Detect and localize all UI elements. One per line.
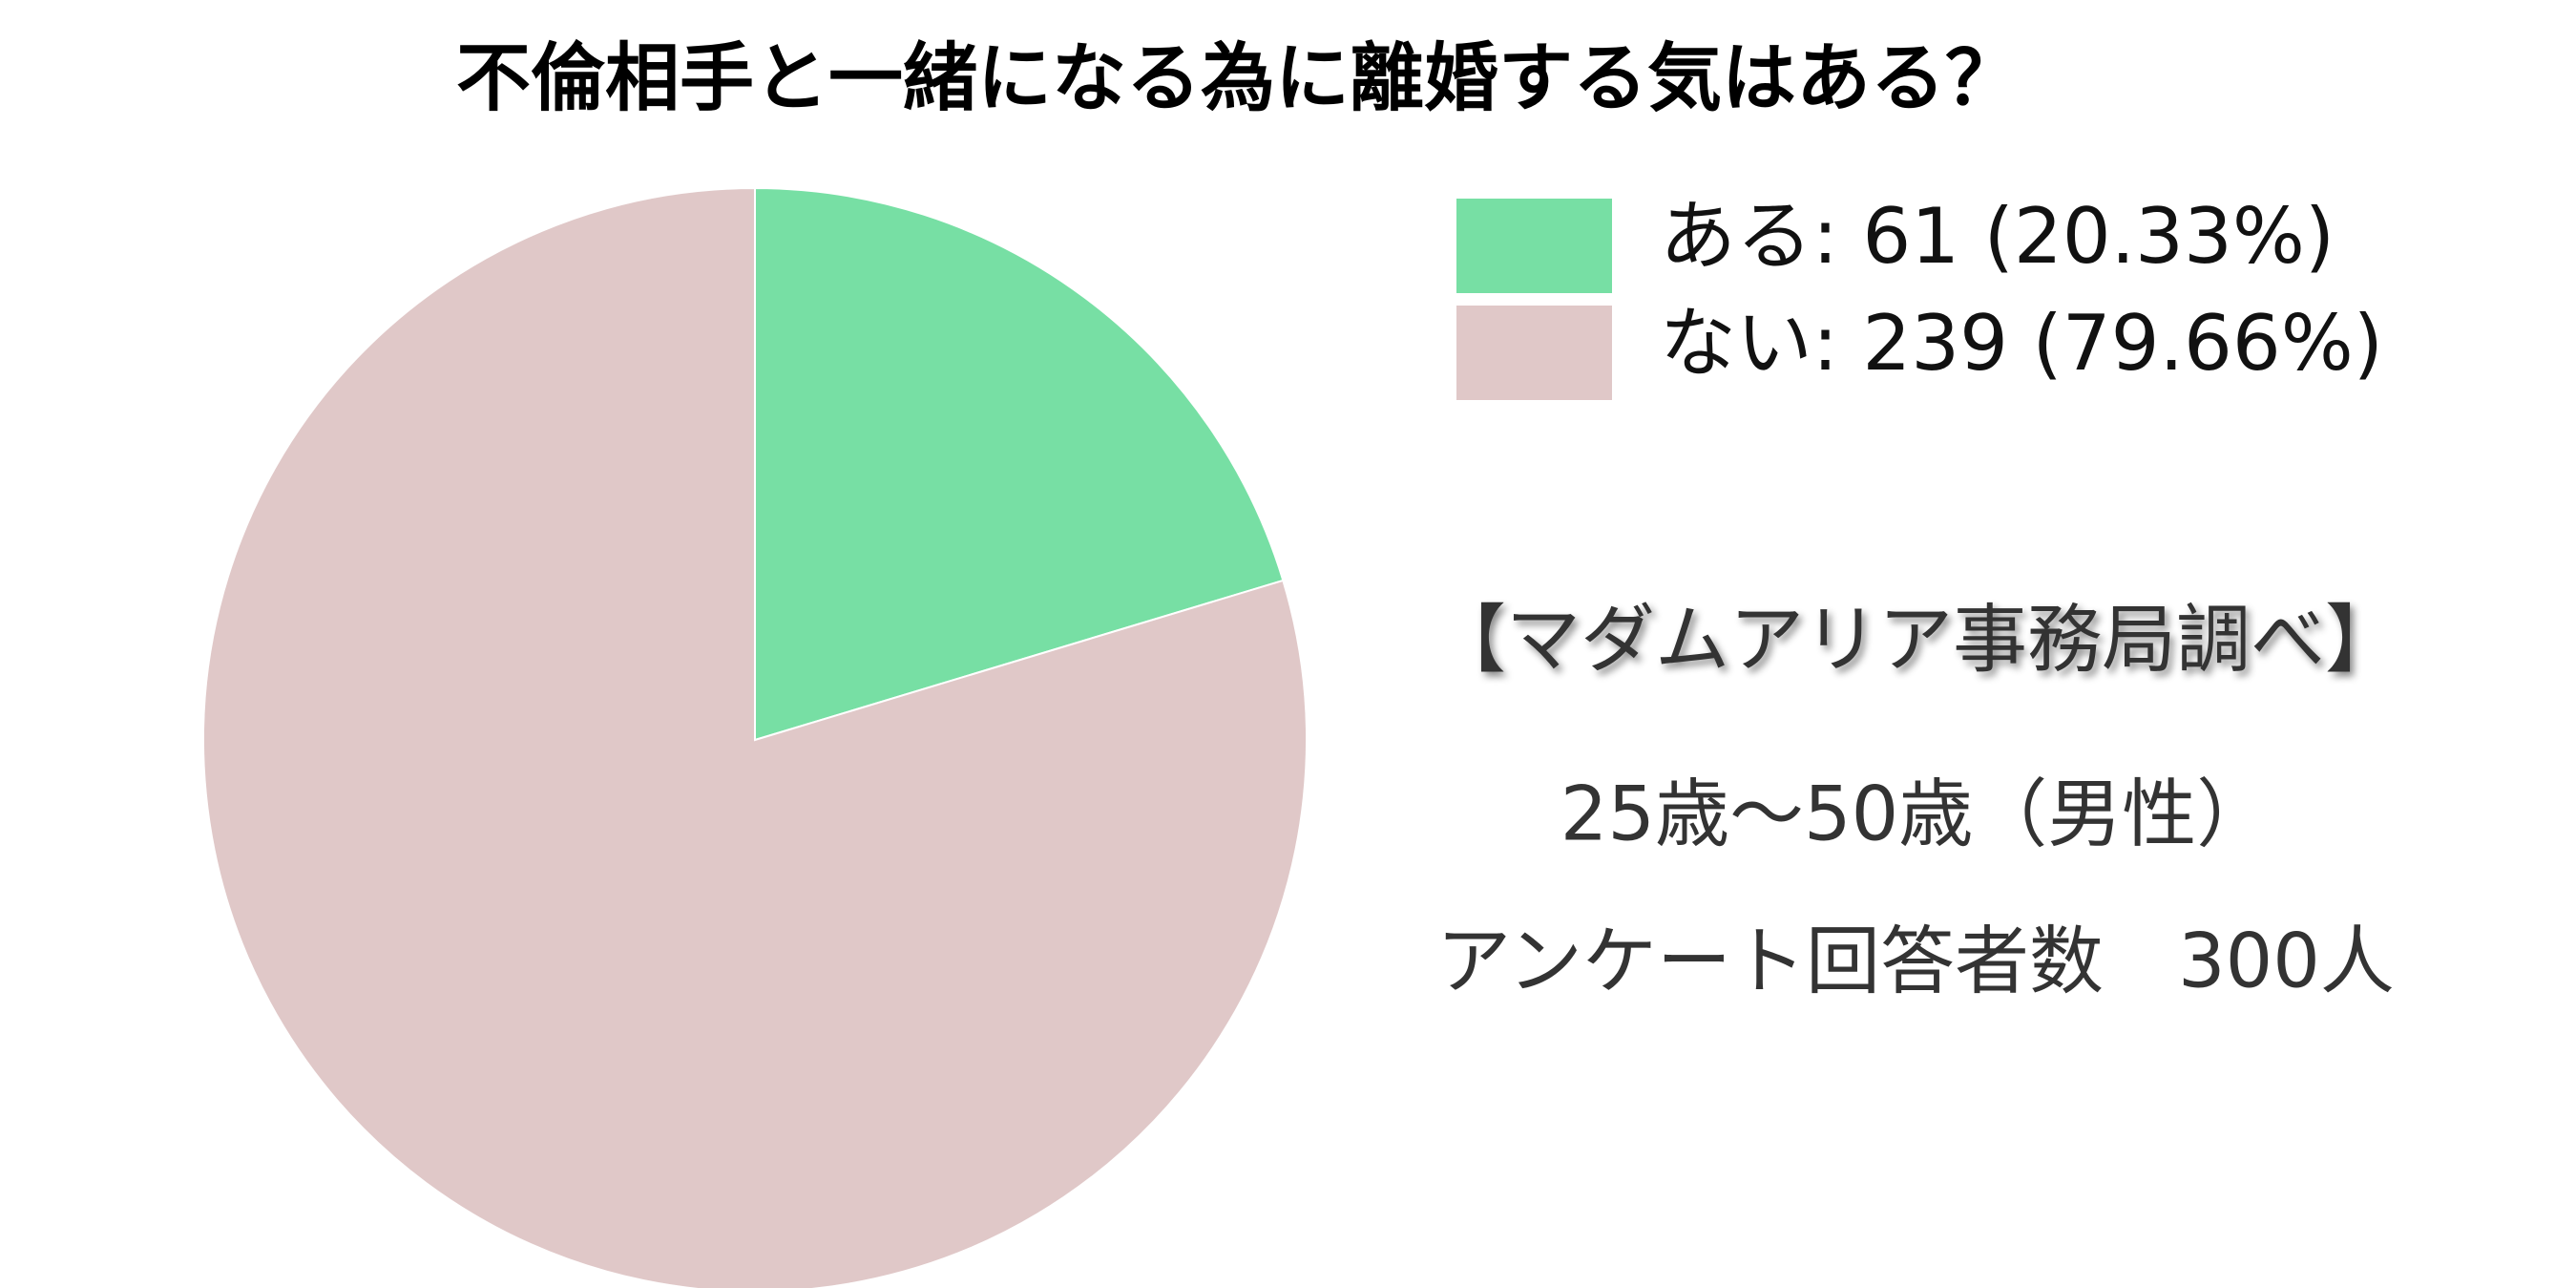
legend-label: ある: 61 (20.33%) — [1660, 192, 2335, 281]
pie-slice — [202, 186, 1308, 1288]
legend-swatch — [1456, 199, 1612, 293]
chart-title: 不倫相手と一緒になる為に離婚する気はある？ — [456, 35, 2020, 121]
legend-swatch — [1456, 306, 1612, 400]
annotation: アンケート回答者数 300人 — [1436, 918, 2395, 1004]
legend-label: ない: 239 (79.66%) — [1660, 299, 2383, 388]
annotation: 25歳～50歳（男性） — [1560, 771, 2272, 857]
pie-slice — [754, 186, 1285, 742]
annotation: 【マダムアリア事務局調べ】 — [1432, 597, 2399, 683]
